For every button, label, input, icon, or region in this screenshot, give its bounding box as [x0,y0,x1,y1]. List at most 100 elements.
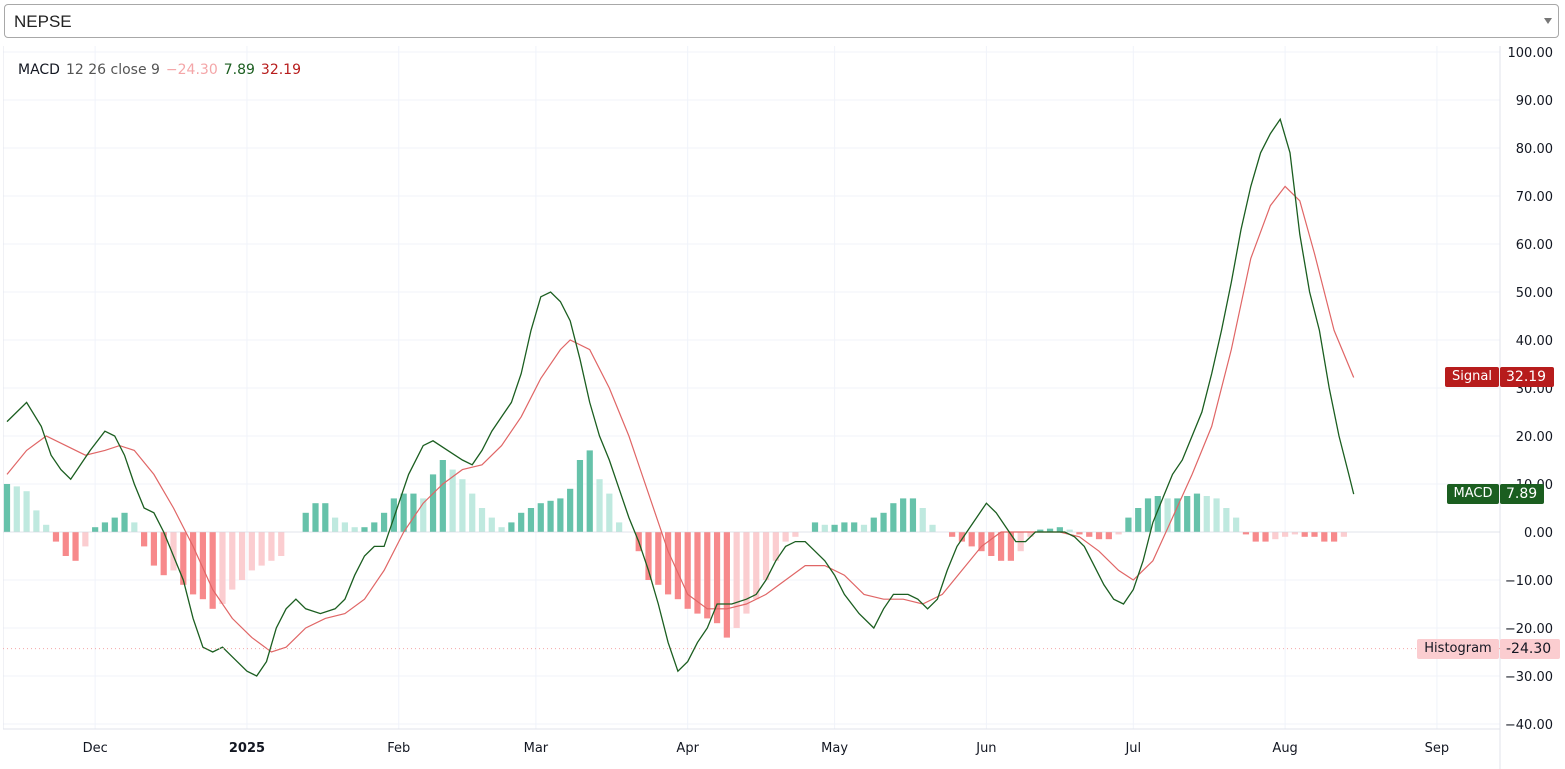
histogram-bar [713,532,721,624]
histogram-bar [488,517,495,532]
histogram-bar [743,532,750,614]
histogram-bar [82,532,89,547]
symbol-selector[interactable]: NEPSE [4,4,1559,38]
histogram-bar [92,527,99,532]
histogram-bar [429,474,437,532]
histogram-tag-value: -24.30 [1500,638,1560,659]
y-tick-label: −40.00 [1505,718,1553,733]
x-tick-label: Apr [676,741,699,756]
y-tick-label: 100.00 [1508,46,1554,61]
histogram-bar [704,532,711,619]
histogram-bar [1164,498,1171,532]
histogram-bar [361,527,368,532]
histogram-bar [997,532,1005,561]
histogram-bar [782,532,789,542]
legend-params: 12 26 close 9 [65,62,160,78]
legend-signal-value: 32.19 [260,62,301,78]
y-tick-label: 90.00 [1516,94,1553,109]
histogram-bar [331,517,339,532]
histogram-bars [3,450,1500,638]
y-tick-label: 0.00 [1524,526,1553,541]
histogram-bar [527,508,535,532]
histogram-bar [121,512,128,532]
histogram-bar [1007,532,1014,561]
histogram-bar [469,493,476,532]
chevron-down-icon[interactable] [1544,18,1552,24]
histogram-bar [1262,532,1269,542]
histogram-bar [664,532,672,595]
histogram-bar [302,512,309,532]
histogram-bar [1242,532,1250,535]
histogram-bar [694,532,701,614]
histogram-bar [733,532,740,628]
histogram-bar [248,532,255,571]
signal-line [6,185,1355,653]
legend-histogram-value: −24.30 [165,62,218,78]
histogram-bar [160,532,167,576]
x-tick-label: Feb [387,741,410,756]
histogram-bar [498,527,505,532]
y-tick-label: 40.00 [1516,334,1553,349]
histogram-bar [1193,493,1201,532]
histogram-bar [860,524,868,532]
histogram-bar [811,522,819,532]
y-tick-label: −30.00 [1505,670,1553,685]
x-tick-label: Dec [83,741,108,756]
histogram-bar [141,532,148,547]
legend-macd-value: 7.89 [223,62,255,78]
histogram-bar [101,522,109,532]
histogram-bar [1311,532,1318,537]
histogram-bar [547,500,554,532]
histogram-bar [322,503,329,532]
histogram-bar [1213,498,1220,532]
histogram-bar [753,532,760,600]
histogram-bar [23,491,30,532]
y-tick-label: 80.00 [1516,142,1553,157]
histogram-bar [229,532,236,590]
histogram-bar [870,517,877,532]
histogram-bar [518,512,525,532]
histogram-bar [606,493,613,532]
histogram-bar [1086,532,1093,537]
histogram-bar [449,469,456,532]
macd-chart[interactable]: 100.0090.0080.0070.0060.0050.0040.0030.0… [3,46,1563,769]
y-tick-label: 20.00 [1516,430,1553,445]
histogram-bar [1046,528,1054,532]
symbol-selector-value: NEPSE [14,12,72,31]
histogram-bar [1115,532,1122,535]
histogram-bar [13,486,20,532]
histogram-bar [1184,496,1191,532]
histogram-bar [674,532,681,600]
histogram-bar [988,532,995,556]
x-tick-label: 2025 [229,741,265,756]
histogram-bar [909,498,917,532]
histogram-bar [72,532,79,561]
y-tick-label: −20.00 [1505,622,1553,637]
histogram-bar [655,532,662,585]
histogram-bar [1056,527,1063,532]
histogram-bar [131,522,138,532]
histogram-bar [958,532,966,542]
histogram-bar [1223,508,1230,532]
x-tick-label: Aug [1272,741,1297,756]
x-tick-label: Jun [975,741,996,756]
histogram-bar [1291,532,1299,535]
histogram-bar [390,498,397,532]
histogram-bar [420,498,427,532]
y-tick-label: 50.00 [1516,286,1553,301]
x-tick-label: Jul [1124,741,1141,756]
histogram-bar [1174,498,1181,532]
histogram-bar [821,524,828,532]
histogram-bar [1076,532,1083,535]
histogram-bar [400,493,407,532]
histogram-bar [111,517,118,532]
histogram-bar [645,532,652,580]
histogram-bar [1066,529,1073,532]
x-tick-label: Mar [524,741,549,756]
macd-line [6,117,1355,677]
histogram-bar [508,522,515,532]
histogram-bar [351,527,358,532]
legend-indicator-name: MACD [18,62,60,78]
macd-tag-value: 7.89 [1500,484,1544,505]
indicator-legend[interactable]: MACD 12 26 close 9 −24.30 7.89 32.19 [18,62,307,78]
